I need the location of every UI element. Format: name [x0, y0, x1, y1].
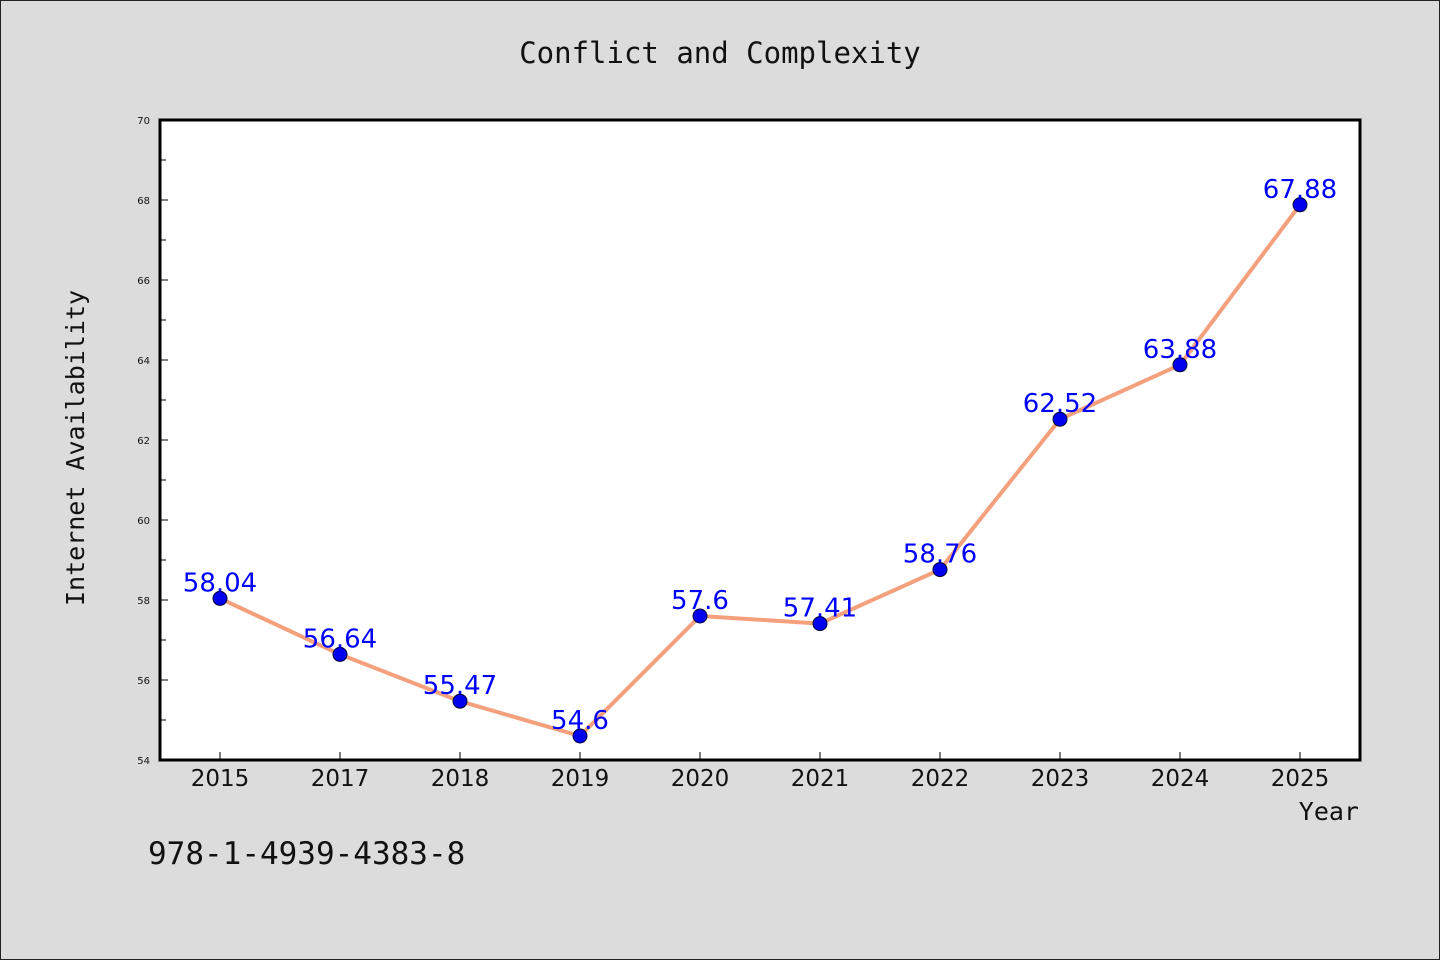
y-tick-label: 70	[137, 116, 150, 127]
data-label: 58.76	[903, 540, 977, 570]
x-tick-label: 2021	[791, 766, 850, 792]
plot-area	[158, 118, 1362, 762]
y-axis-label: Internet Availability	[61, 290, 90, 606]
data-point-marker	[812, 616, 828, 632]
data-label: 62.52	[1023, 389, 1097, 419]
data-label: 58.04	[183, 568, 257, 598]
x-tick-label: 2017	[311, 766, 370, 792]
y-tick-label: 56	[137, 676, 150, 687]
x-tick-label: 2020	[671, 766, 730, 792]
y-tick-label: 68	[137, 196, 150, 207]
data-point-marker	[212, 590, 228, 606]
x-tick-label: 2018	[431, 766, 490, 792]
data-point-marker	[1052, 411, 1068, 427]
data-label: 55.47	[423, 671, 497, 701]
x-tick-label: 2015	[191, 766, 250, 792]
data-label: 54.6	[551, 706, 609, 736]
x-tick-label: 2022	[911, 766, 970, 792]
y-tick-label: 64	[137, 356, 150, 367]
series-line-group	[218, 202, 1302, 738]
y-tick-label: 60	[137, 516, 150, 527]
data-point-marker	[692, 608, 708, 624]
data-label: 67.88	[1263, 175, 1337, 205]
y-tick-label: 54	[137, 756, 150, 767]
x-axis: 2015 2017 2018 2019 2020 2021 2022 2023 2024 2025	[191, 752, 1330, 792]
data-label: 57.6	[671, 586, 729, 616]
data-point-marker	[572, 728, 588, 744]
x-tick-label: 2025	[1271, 766, 1330, 792]
data-point-marker	[452, 693, 468, 709]
x-tick-label: 2023	[1031, 766, 1090, 792]
y-tick-label: 58	[137, 596, 150, 607]
data-labels-group: 58.04 56.64 55.47 54.6 57.6 57.41 58.76 62.52 63…	[183, 175, 1337, 736]
y-tick-label: 62	[137, 436, 150, 447]
data-label: 63.88	[1143, 335, 1217, 365]
markers-group	[212, 197, 1308, 744]
data-label: 56.64	[303, 624, 377, 654]
y-axis: 54 56 58 60 62 64 66 68 70	[137, 116, 168, 767]
x-tick-label: 2019	[551, 766, 610, 792]
data-label: 57.41	[783, 594, 857, 624]
data-point-marker	[932, 562, 948, 578]
y-tick-label: 66	[137, 276, 150, 287]
data-point-marker	[332, 646, 348, 662]
chart-title: Conflict and Complexity	[519, 36, 921, 70]
series-line	[218, 202, 1302, 738]
data-point-marker	[1292, 197, 1308, 213]
x-tick-label: 2024	[1151, 766, 1210, 792]
data-point-marker	[1172, 357, 1188, 373]
x-axis-label: Year	[1299, 797, 1359, 826]
isbn-text: 978-1-4939-4383-8	[148, 836, 465, 872]
